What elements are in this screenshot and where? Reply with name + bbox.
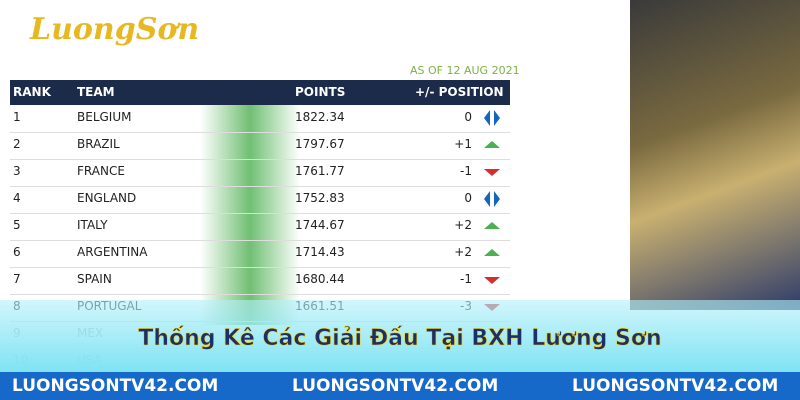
footer-link: LUONGSONTV42.COM bbox=[572, 376, 779, 396]
table-row: 7 SPAIN 1680.44 -1 bbox=[10, 267, 510, 295]
table-row: 5 ITALY 1744.67 +2 bbox=[10, 213, 510, 241]
footer-link: LUONGSONTV42.COM bbox=[12, 376, 219, 396]
column-header: RANK bbox=[13, 85, 51, 99]
rank: 7 bbox=[13, 272, 21, 286]
banner bbox=[0, 300, 800, 372]
column-header: +/- POSITION bbox=[415, 85, 504, 99]
table-row: 4 ENGLAND 1752.83 0 bbox=[10, 186, 510, 214]
points: 1797.67 bbox=[295, 137, 345, 151]
banner-title: Thống Kê Các Giải Đấu Tại BXH Lương Sơn bbox=[138, 326, 662, 352]
rank: 2 bbox=[13, 137, 21, 151]
team: SPAIN bbox=[77, 272, 112, 286]
table-header: RANK TEAM POINTS +/- POSITION bbox=[10, 80, 510, 105]
position-change: +2 bbox=[454, 245, 472, 259]
rank: 4 bbox=[13, 191, 21, 205]
position-icon bbox=[484, 277, 500, 284]
points: 1761.77 bbox=[295, 164, 345, 178]
position-change: -1 bbox=[460, 272, 472, 286]
position-change: +2 bbox=[454, 218, 472, 232]
position-change: +1 bbox=[454, 137, 472, 151]
team: ITALY bbox=[77, 218, 108, 232]
logo: LuongSơn bbox=[30, 12, 200, 47]
points-highlight bbox=[200, 105, 300, 325]
footer: LUONGSONTV42.COM LUONGSONTV42.COM LUONGSON… bbox=[0, 372, 800, 400]
column-header: TEAM bbox=[77, 85, 115, 99]
table-row: 1 BELGIUM 1822.34 0 bbox=[10, 105, 510, 133]
team: FRANCE bbox=[77, 164, 125, 178]
points: 1822.34 bbox=[295, 110, 345, 124]
as-of-date: AS OF 12 AUG 2021 bbox=[410, 64, 520, 77]
rank: 1 bbox=[13, 110, 21, 124]
points: 1744.67 bbox=[295, 218, 345, 232]
footer-link: LUONGSONTV42.COM bbox=[292, 376, 499, 396]
photo bbox=[630, 0, 800, 310]
team: ARGENTINA bbox=[77, 245, 148, 259]
position-icon bbox=[484, 141, 500, 148]
team: BRAZIL bbox=[77, 137, 120, 151]
column-header: POINTS bbox=[295, 85, 346, 99]
points: 1680.44 bbox=[295, 272, 345, 286]
team: ENGLAND bbox=[77, 191, 137, 205]
position-icon bbox=[484, 249, 500, 256]
points: 1752.83 bbox=[295, 191, 345, 205]
position-icon bbox=[484, 191, 500, 207]
table-row: 3 FRANCE 1761.77 -1 bbox=[10, 159, 510, 187]
rank: 6 bbox=[13, 245, 21, 259]
points: 1714.43 bbox=[295, 245, 345, 259]
position-change: -1 bbox=[460, 164, 472, 178]
rank: 3 bbox=[13, 164, 21, 178]
position-icon bbox=[484, 110, 500, 126]
position-change: 0 bbox=[464, 110, 472, 124]
position-change: 0 bbox=[464, 191, 472, 205]
position-icon bbox=[484, 222, 500, 229]
table-row: 6 ARGENTINA 1714.43 +2 bbox=[10, 240, 510, 268]
rank: 5 bbox=[13, 218, 21, 232]
position-icon bbox=[484, 169, 500, 176]
table-row: 2 BRAZIL 1797.67 +1 bbox=[10, 132, 510, 160]
team: BELGIUM bbox=[77, 110, 132, 124]
